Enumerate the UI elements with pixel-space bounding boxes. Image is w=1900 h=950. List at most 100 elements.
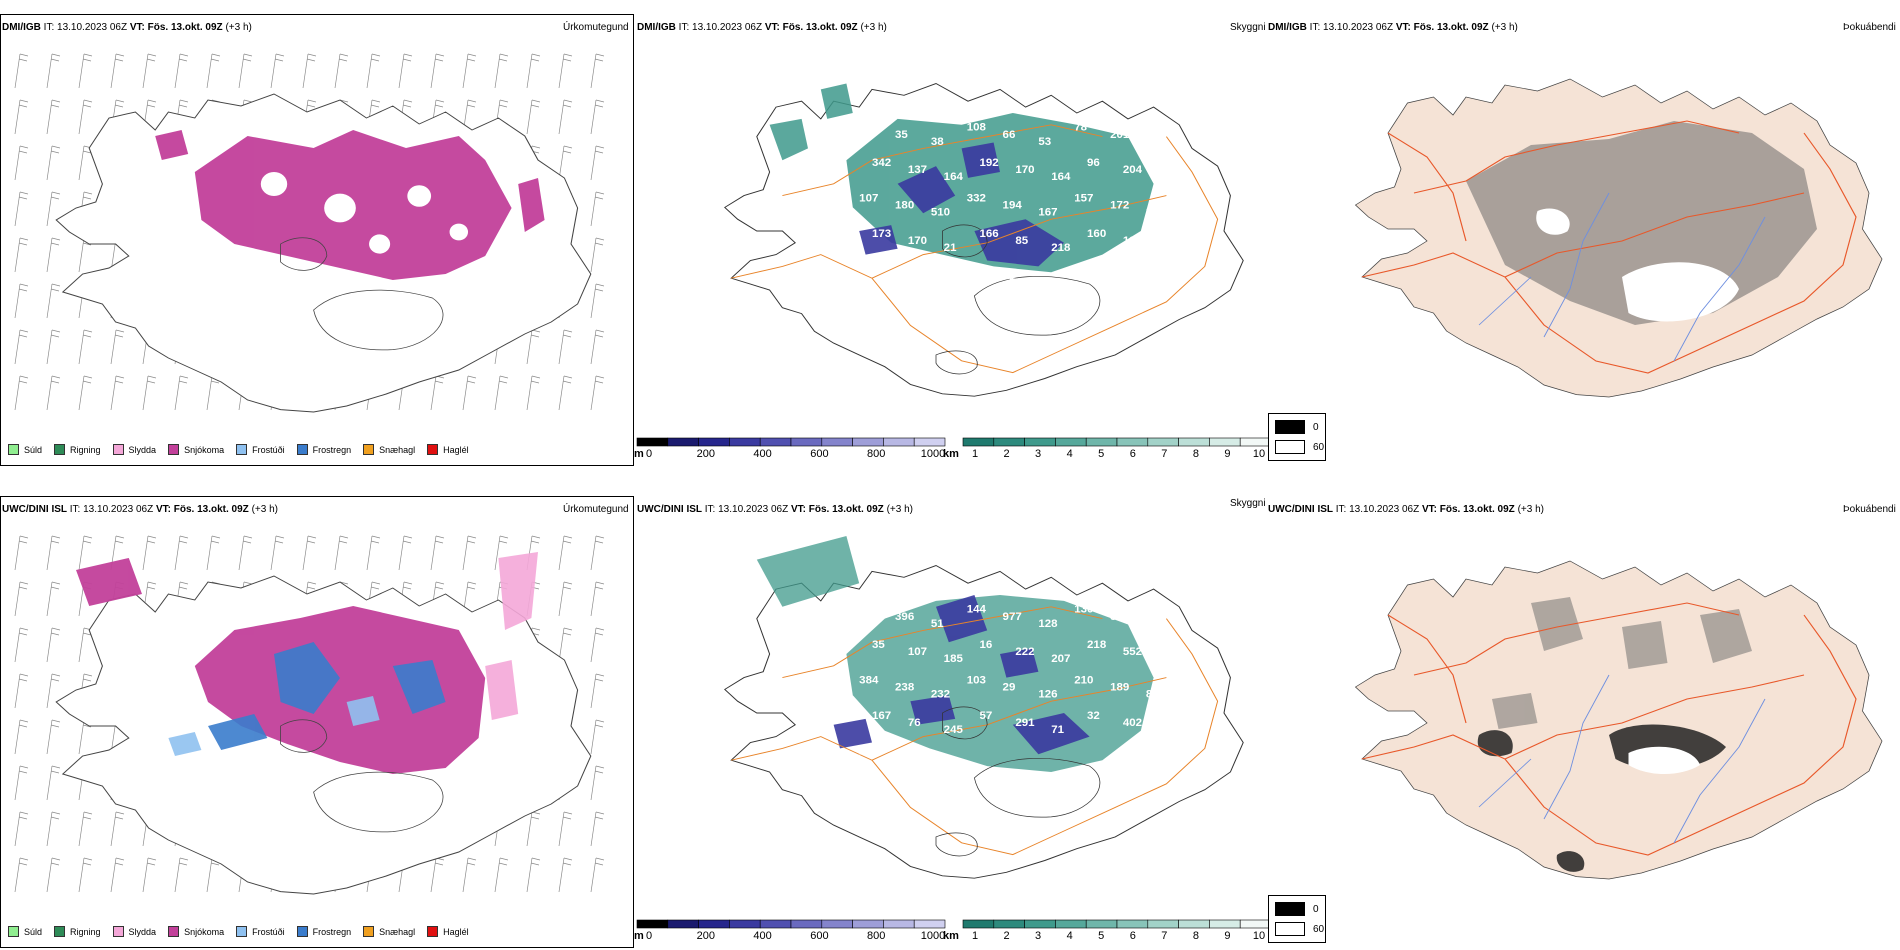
visibility-label: 75	[931, 278, 944, 290]
legend-swatch	[427, 926, 439, 937]
vt-prefix: VT:	[129, 22, 145, 33]
legend-item-1: Rigning	[54, 926, 101, 937]
fog-legend-swatch	[1275, 440, 1305, 454]
visibility-label: 402	[1123, 717, 1142, 729]
wind-barb	[78, 99, 93, 135]
fog-legend-label: 0	[1313, 421, 1319, 433]
vt-value: Fös. 13.okt. 09Z	[1439, 504, 1515, 515]
colorbar-tick: 600	[810, 930, 829, 942]
visibility-label: 26	[859, 746, 872, 758]
wind-barb	[142, 535, 157, 571]
vt-value: Fös. 13.okt. 09Z	[1413, 22, 1489, 33]
wind-barb	[14, 535, 29, 571]
visibility-label: 91	[1003, 271, 1016, 283]
wind-barb	[526, 329, 541, 365]
visibility-label: 78	[1074, 122, 1087, 134]
visibility-label: 170	[1015, 165, 1034, 177]
wind-barb	[494, 535, 509, 571]
colorbar-tick: 1	[971, 448, 979, 460]
colorbar-segment	[1178, 437, 1210, 447]
legend-item-6: Snæhagl	[363, 444, 415, 455]
param-fog-uwc: Þokuábendi	[1843, 504, 1896, 515]
colorbar-segment	[1239, 919, 1272, 929]
fog-legend-swatch	[1275, 902, 1305, 916]
colorbar-tick: 4	[1066, 930, 1073, 942]
legend-label: Súld	[24, 926, 43, 937]
colorbar-tick: 6	[1129, 930, 1136, 942]
vt-prefix: VT:	[155, 504, 171, 515]
it-prefix: IT:	[704, 504, 716, 515]
row-uwc: UWC/DINI ISL IT: 13.10.2023 06Z VT: Fös.…	[0, 482, 1900, 950]
wind-barb	[46, 627, 61, 663]
wind-barb	[78, 375, 93, 411]
wind-barb	[270, 53, 285, 89]
colorbar-segment	[1147, 919, 1179, 929]
wind-barb	[46, 191, 61, 227]
wind-barb	[270, 535, 285, 571]
colorbar-segment	[913, 919, 946, 929]
visibility-label: 38	[1159, 242, 1172, 254]
legend-label: Snæhagl	[379, 926, 416, 937]
title-fog-uwc: UWC/DINI ISL IT: 13.10.2023 06Z VT: Fös.…	[1268, 504, 1544, 516]
fog-legend-row: 60	[1275, 440, 1324, 454]
wind-barb	[558, 581, 573, 617]
wind-barb	[430, 857, 445, 893]
wind-barb	[206, 53, 221, 89]
vis-map-uwc: 203 396 51 144 977 128 130 889 202 35 107 185 16 222 2…	[724, 536, 1244, 879]
wind-barb	[590, 627, 605, 663]
wind-barb	[14, 857, 29, 893]
lead-time: (+3 h)	[886, 504, 913, 515]
colorbar-tick: 8	[1192, 448, 1199, 460]
legend-swatch	[168, 926, 180, 937]
wind-barb	[526, 857, 541, 893]
visibility-label: 210	[1074, 675, 1093, 687]
wind-barb	[46, 765, 61, 801]
visibility-label: 35	[895, 129, 908, 141]
wind-barb	[526, 99, 541, 135]
visibility-label: 76	[1159, 654, 1172, 666]
wind-barb	[366, 53, 381, 89]
colorbar-segment	[821, 919, 853, 929]
it-prefix: IT:	[1309, 22, 1321, 33]
visibility-label: 207	[1015, 306, 1034, 318]
lead-time: (+3 h)	[225, 22, 252, 33]
vt-prefix: VT:	[790, 504, 806, 515]
visibility-label: 203	[859, 604, 878, 616]
wind-barb	[462, 535, 477, 571]
legend-label: Slydda	[128, 444, 157, 455]
legend-label: Rigning	[70, 444, 101, 455]
visibility-label: 85	[967, 264, 980, 276]
wind-barb	[46, 811, 61, 847]
visibility-label: 218	[1087, 639, 1106, 651]
wind-barb	[334, 535, 349, 571]
colorbar-segment	[1178, 919, 1210, 929]
visibility-label: 291	[1015, 717, 1034, 729]
colorbar-tick: 200	[696, 448, 715, 460]
colorbar-segment	[1147, 437, 1179, 447]
wind-barb	[14, 627, 29, 663]
wind-barb	[590, 811, 605, 847]
lead-time: (+3 h)	[1491, 22, 1518, 33]
legend-swatch	[8, 444, 19, 455]
wind-barb	[590, 99, 605, 135]
visibility-label: 104	[1146, 136, 1166, 148]
wind-barb	[174, 857, 189, 893]
visibility-label: 128	[1038, 618, 1057, 630]
visibility-label: 21	[944, 242, 957, 254]
fog-legend-row: 0	[1275, 420, 1319, 434]
visibility-label: 204	[1123, 165, 1143, 177]
legend-swatch	[236, 444, 248, 455]
legend-label: Snjókoma	[184, 444, 225, 455]
model-name: DMI/IGB	[1268, 22, 1307, 33]
legend-item-7: Haglél	[427, 926, 469, 937]
colorbar-tick: 3	[1035, 448, 1042, 460]
it-prefix: IT:	[678, 22, 690, 33]
it-value: 13.10.2023 06Z	[692, 22, 763, 33]
colorbar-m-uwc	[636, 919, 946, 929]
legend-swatch	[54, 926, 66, 937]
visibility-label: 126	[1038, 689, 1057, 701]
visibility-label: 342	[872, 157, 891, 169]
visibility-label: 71	[1051, 724, 1064, 736]
wind-barb	[558, 99, 573, 135]
visibility-label: 189	[1110, 682, 1129, 694]
